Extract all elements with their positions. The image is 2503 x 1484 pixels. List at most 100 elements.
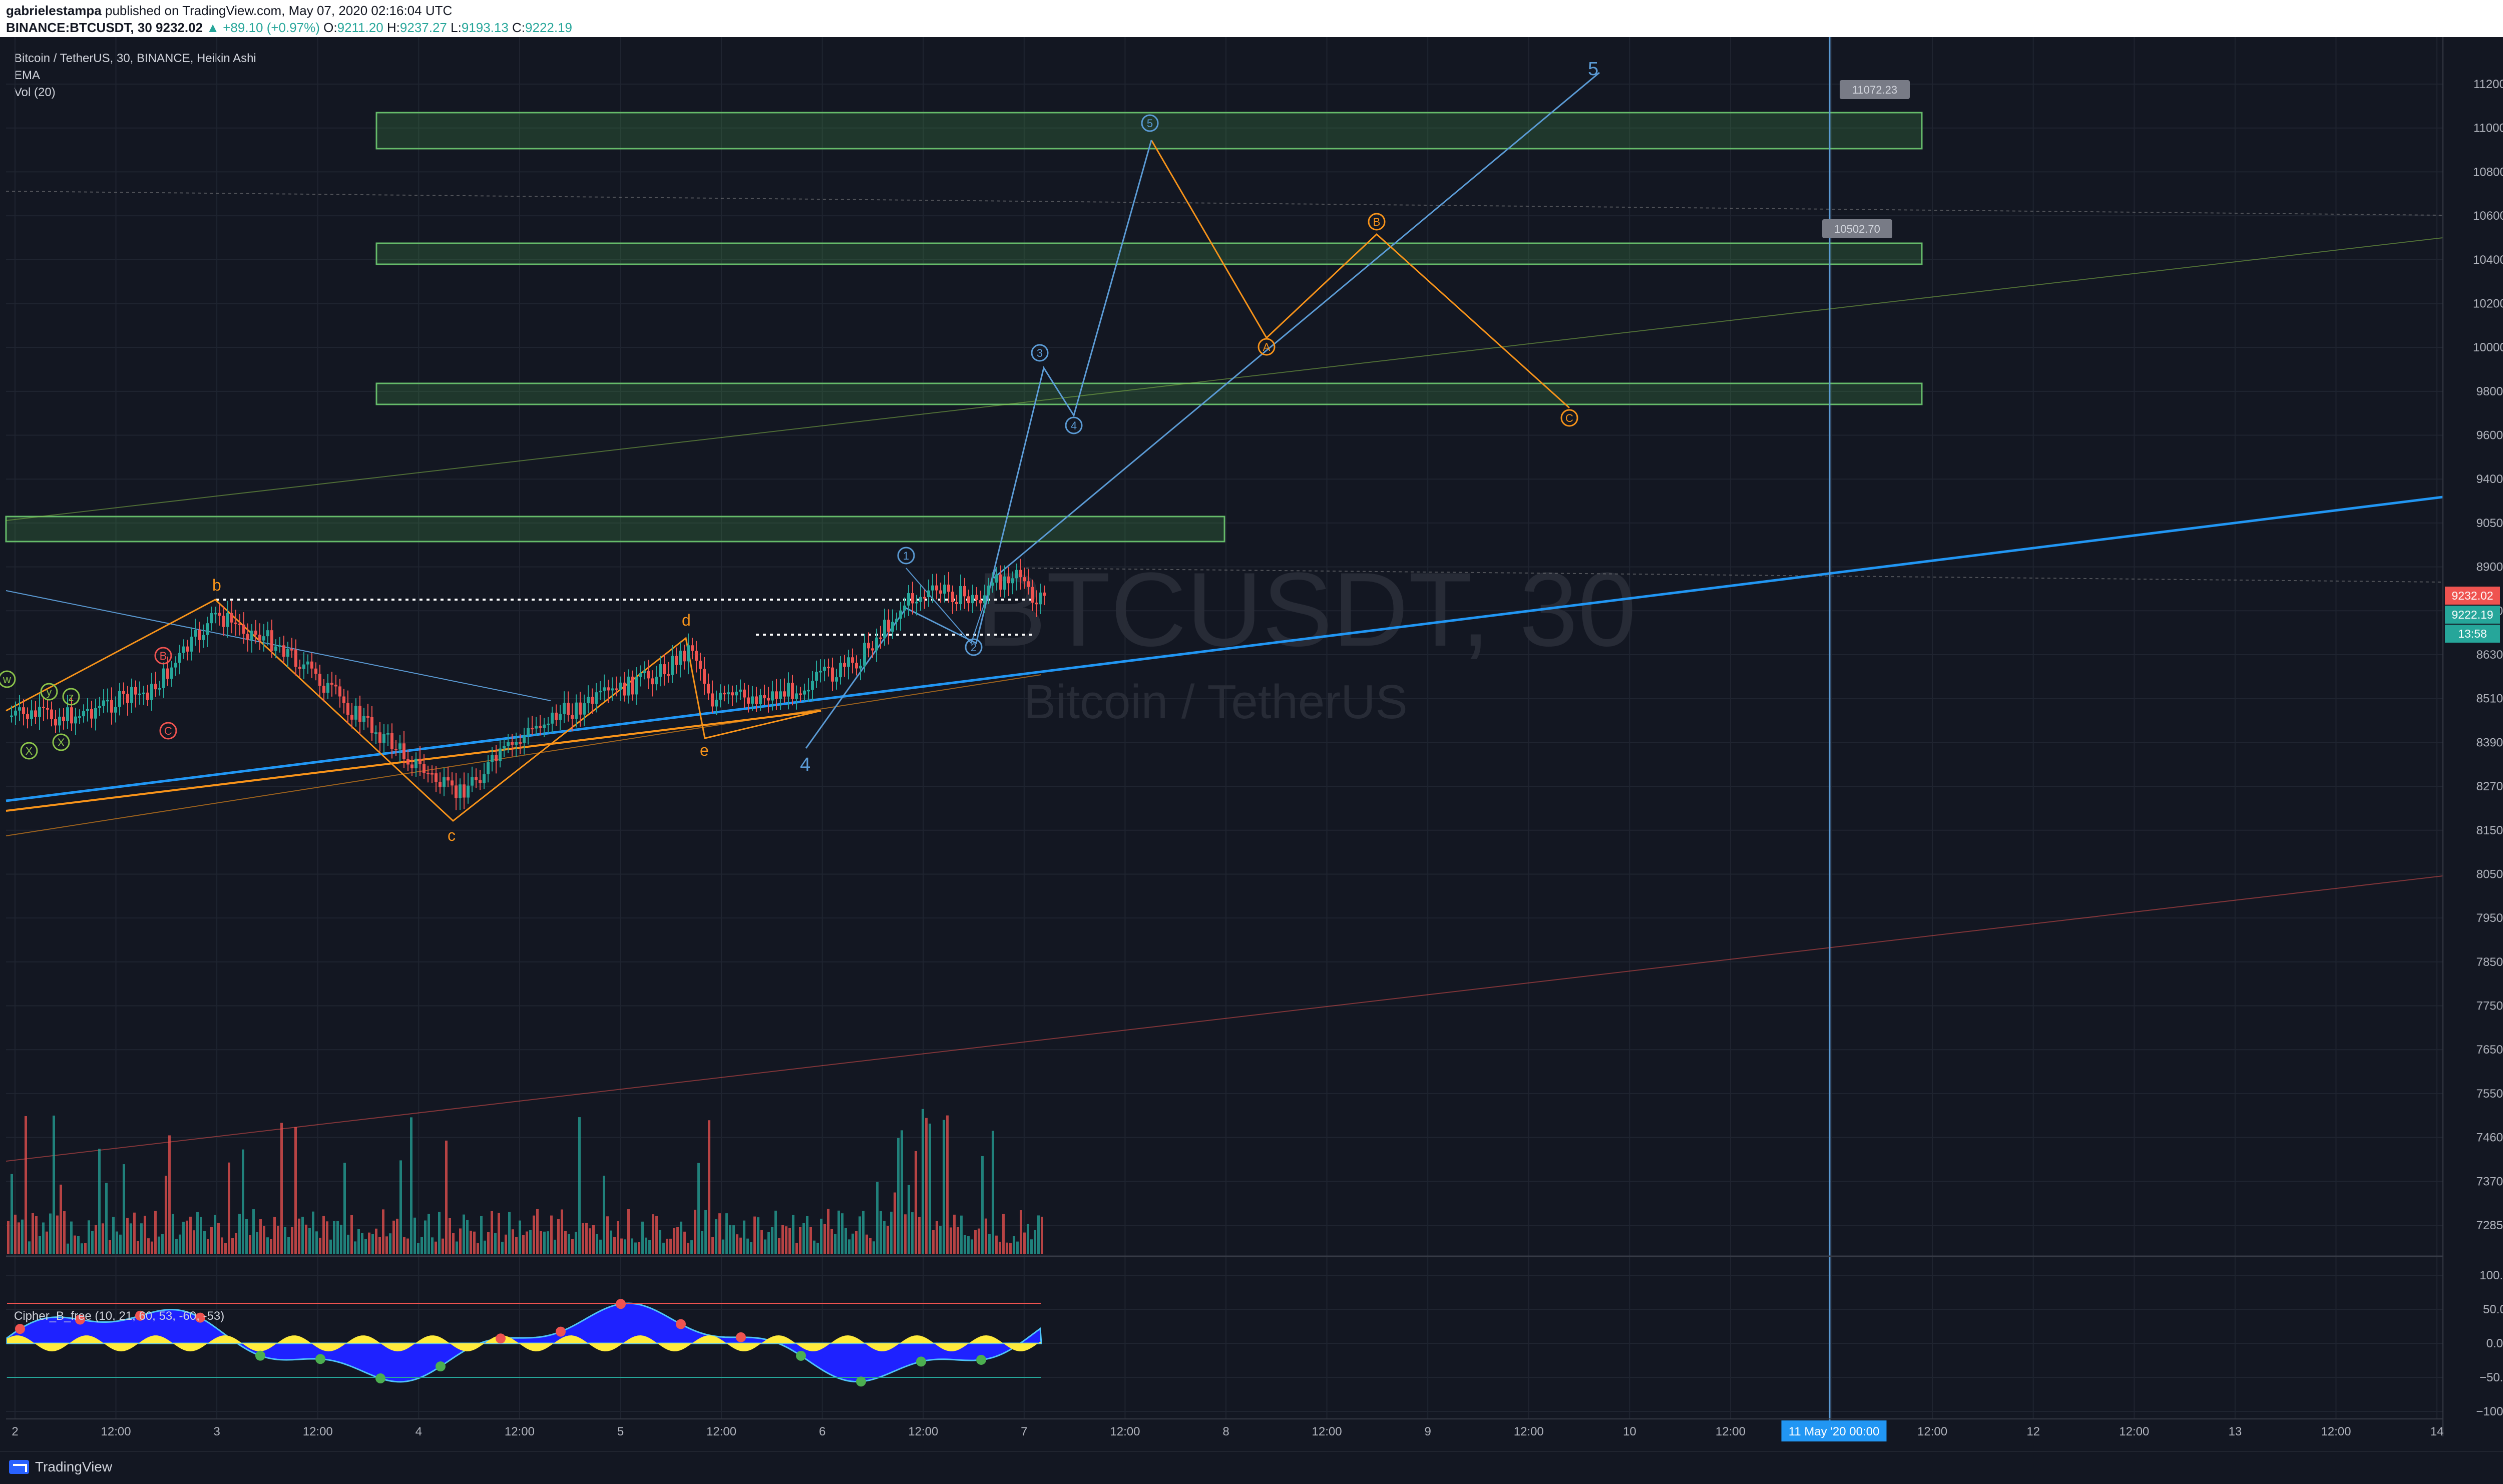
- volume-bar: [354, 1241, 356, 1254]
- time-tick: 12:00: [505, 1425, 535, 1438]
- volume-bars: [7, 1109, 1043, 1254]
- volume-bar: [112, 1217, 115, 1254]
- volume-bar: [319, 1237, 321, 1254]
- author-name[interactable]: gabrielestampa: [6, 3, 102, 18]
- circled-label-w: w: [3, 673, 11, 686]
- volume-bar: [943, 1120, 945, 1254]
- volume-bar: [270, 1239, 272, 1254]
- price-tick: 7285.00: [2476, 1219, 2503, 1232]
- candle-body: [130, 687, 133, 703]
- volume-bar: [838, 1210, 840, 1254]
- candle-body: [679, 650, 682, 665]
- candle-body: [154, 684, 157, 690]
- thin-trendline-upper[interactable]: [6, 237, 2443, 521]
- volume-bar: [179, 1234, 181, 1254]
- candle-body: [491, 754, 494, 762]
- volume-bar: [806, 1216, 808, 1254]
- candle-body: [406, 759, 409, 765]
- chart-canvas[interactable]: BTCUSDT, 30 Bitcoin / TetherUS 5 4 b c d: [0, 0, 2503, 1451]
- volume-bar: [249, 1235, 251, 1254]
- cipher-dot: [556, 1326, 566, 1337]
- price-tag-mid[interactable]: 10502.70: [1822, 219, 1892, 238]
- candle-body: [779, 691, 782, 699]
- circled-label-y: y: [47, 686, 52, 698]
- candle-body: [1023, 577, 1026, 582]
- thin-trendline-grey2[interactable]: [1026, 568, 2443, 583]
- cipher-dot: [15, 1324, 25, 1334]
- candle-body: [455, 785, 458, 798]
- volume-bar: [81, 1243, 83, 1254]
- ticker: BINANCE:BTCUSDT, 30: [6, 20, 152, 35]
- volume-bar: [435, 1241, 437, 1254]
- brand-name: TradingView: [35, 1459, 113, 1474]
- volume-bar: [729, 1225, 731, 1254]
- volume-bar: [406, 1238, 409, 1254]
- ema-legend[interactable]: EMA: [14, 69, 41, 82]
- main-trendline[interactable]: [6, 496, 2443, 802]
- zone-10000[interactable]: [375, 382, 1923, 405]
- volume-bar: [7, 1221, 10, 1254]
- trend-lines[interactable]: [6, 37, 2443, 1436]
- zone-9500[interactable]: [5, 516, 1225, 543]
- volume-bar: [813, 1240, 815, 1254]
- symbol-legend[interactable]: Bitcoin / TetherUS, 30, BINANCE, Heikin …: [14, 52, 256, 65]
- volume-bar: [967, 1236, 970, 1254]
- candle-body: [519, 742, 522, 744]
- candle-body: [627, 676, 630, 696]
- candle-body: [583, 703, 586, 715]
- volume-bar: [1002, 1214, 1005, 1254]
- cipher-dot: [135, 1310, 145, 1321]
- candle-body: [503, 746, 506, 749]
- volume-bar: [620, 1238, 623, 1254]
- thin-orange[interactable]: [6, 674, 1042, 836]
- candle-body: [435, 773, 438, 782]
- candle-body: [831, 667, 834, 682]
- price-tick: 10800.00: [2473, 165, 2503, 179]
- zone-10500[interactable]: [375, 242, 1923, 265]
- volume-bar: [1037, 1215, 1040, 1254]
- candle-body: [743, 689, 746, 698]
- volume-bar: [753, 1216, 756, 1254]
- candle-body: [551, 712, 554, 724]
- price-tick: 11200.00: [2473, 78, 2503, 91]
- candle-body: [302, 664, 305, 669]
- volume-bar: [585, 1223, 588, 1254]
- volume-bar: [631, 1238, 633, 1254]
- volume-bar: [154, 1211, 157, 1254]
- volume-bar: [470, 1230, 472, 1254]
- orange-trendline[interactable]: [6, 710, 821, 812]
- price-badge-bg: [2445, 606, 2500, 624]
- circled-label-ring: [159, 722, 177, 740]
- price-tag-top[interactable]: 11072.23: [1840, 80, 1910, 99]
- wave-orange-abc[interactable]: [1150, 140, 1570, 409]
- cipher-dot: [796, 1350, 806, 1361]
- tradingview-brand[interactable]: TradingView: [9, 1459, 112, 1475]
- volume-bar: [266, 1237, 269, 1254]
- volume-legend[interactable]: Vol (20): [14, 86, 56, 99]
- price-tick: 10200.00: [2473, 297, 2503, 310]
- candle-body: [475, 777, 478, 780]
- cipher-legend[interactable]: Cipher_B_free (10, 21, 60, 53, -60, -53): [14, 1309, 225, 1323]
- candle-body: [102, 700, 105, 706]
- candle-body: [242, 624, 245, 634]
- wave-orange-zigzag[interactable]: [6, 599, 821, 822]
- volume-bar: [866, 1234, 868, 1254]
- thin-trendline-red[interactable]: [6, 875, 2443, 1162]
- circled-label-ring: [1258, 338, 1276, 356]
- volume-bar: [988, 1234, 991, 1254]
- price-badge-last_price: 9232.02: [2451, 589, 2493, 602]
- candle-body: [939, 590, 942, 594]
- volume-bar: [56, 1215, 59, 1254]
- candle-body: [667, 674, 670, 676]
- volume-bar: [459, 1228, 462, 1254]
- candle-body: [414, 758, 418, 769]
- wave5-projection[interactable]: [993, 72, 1600, 579]
- candle-body: [290, 649, 293, 651]
- candle-body: [875, 637, 878, 651]
- thin-trendline-grey[interactable]: [6, 191, 2443, 216]
- volume-bar: [417, 1243, 420, 1254]
- volume-bar: [484, 1240, 486, 1254]
- target-zones[interactable]: [5, 112, 1923, 543]
- volume-bar: [820, 1218, 822, 1254]
- axes[interactable]: 11200.00 11000.00 10800.00 10600.00 10400.00…: [6, 37, 2503, 1451]
